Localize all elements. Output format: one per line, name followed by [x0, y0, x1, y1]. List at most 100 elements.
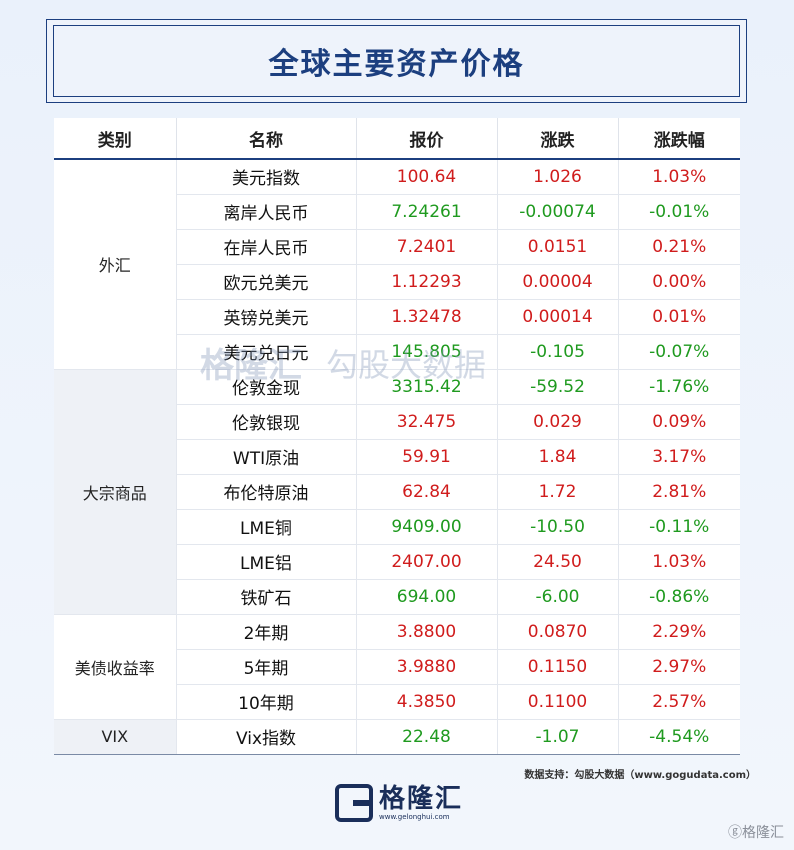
change-pct-cell: 0.09%: [618, 404, 740, 440]
name-cell: 伦敦银现: [176, 404, 357, 440]
name-cell: LME铜: [176, 509, 357, 545]
title-frame: 全球主要资产价格: [46, 19, 747, 103]
logo-name: 格隆汇: [379, 784, 464, 814]
price-cell: 3.8800: [356, 614, 498, 650]
change-pct-cell: 3.17%: [618, 439, 740, 475]
change-cell: 0.1150: [497, 649, 619, 685]
table-row: 伦敦银现 32.475 0.029 0.09%: [54, 404, 740, 440]
change-pct-cell: -0.07%: [618, 334, 740, 370]
price-cell: 3315.42: [356, 369, 498, 405]
change-pct-cell: -1.76%: [618, 369, 740, 405]
table-row: 铁矿石 694.00 -6.00 -0.86%: [54, 579, 740, 615]
corner-watermark: ⓖ格隆汇: [728, 825, 784, 841]
change-cell: 0.029: [497, 404, 619, 440]
name-cell: 5年期: [176, 649, 357, 685]
table-row: 欧元兑美元 1.12293 0.00004 0.00%: [54, 264, 740, 300]
change-cell: -1.07: [497, 719, 619, 755]
price-cell: 9409.00: [356, 509, 498, 545]
name-cell: 欧元兑美元: [176, 264, 357, 300]
table-row: VIX Vix指数 22.48 -1.07 -4.54%: [54, 719, 740, 755]
header-name: 名称: [176, 118, 357, 160]
price-cell: 2407.00: [356, 544, 498, 580]
change-pct-cell: 1.03%: [618, 159, 740, 195]
price-cell: 59.91: [356, 439, 498, 475]
logo-url: www.gelonghui.com: [379, 813, 450, 821]
change-pct-cell: -4.54%: [618, 719, 740, 755]
price-cell: 7.2401: [356, 229, 498, 265]
change-cell: -6.00: [497, 579, 619, 615]
price-cell: 1.32478: [356, 299, 498, 335]
change-pct-cell: -0.11%: [618, 509, 740, 545]
header-change-pct: 涨跌幅: [618, 118, 740, 160]
name-cell: 10年期: [176, 684, 357, 720]
name-cell: 铁矿石: [176, 579, 357, 615]
table-row: 布伦特原油 62.84 1.72 2.81%: [54, 474, 740, 510]
change-cell: 1.84: [497, 439, 619, 475]
change-pct-cell: 2.81%: [618, 474, 740, 510]
change-cell: 1.72: [497, 474, 619, 510]
table-row: 美债收益率 2年期 3.8800 0.0870 2.29%: [54, 614, 740, 720]
price-cell: 100.64: [356, 159, 498, 195]
asset-price-table: 类别 名称 报价 涨跌 涨跌幅 外汇 美元指数 100.64 1.026 1.03% 离岸…: [54, 118, 740, 755]
price-cell: 62.84: [356, 474, 498, 510]
category-cell: 美债收益率: [54, 614, 177, 720]
change-pct-cell: 2.57%: [618, 684, 740, 720]
name-cell: Vix指数: [176, 719, 357, 755]
data-source-note: 数据支持：勾股大数据（www.gogudata.com）: [524, 770, 756, 781]
table-row: 大宗商品 伦敦金现 3315.42 -59.52 -1.76%: [54, 369, 740, 615]
table-row: 外汇 美元指数 100.64 1.026 1.03%: [54, 159, 740, 370]
gelonghui-logo-icon: [335, 784, 373, 822]
price-cell: 145.805: [356, 334, 498, 370]
change-pct-cell: 0.00%: [618, 264, 740, 300]
change-cell: -0.00074: [497, 194, 619, 230]
price-cell: 32.475: [356, 404, 498, 440]
table-row: 5年期 3.9880 0.1150 2.97%: [54, 649, 740, 685]
price-cell: 22.48: [356, 719, 498, 755]
footer-logo: 格隆汇 www.gelonghui.com: [335, 784, 463, 822]
change-cell: 0.00014: [497, 299, 619, 335]
change-pct-cell: 0.01%: [618, 299, 740, 335]
change-pct-cell: 2.29%: [618, 614, 740, 650]
header-price: 报价: [356, 118, 498, 160]
table-row: 美元兑日元 145.805 -0.105 -0.07%: [54, 334, 740, 370]
change-pct-cell: 0.21%: [618, 229, 740, 265]
table-row: WTI原油 59.91 1.84 3.17%: [54, 439, 740, 475]
change-pct-cell: -0.01%: [618, 194, 740, 230]
table-row: 英镑兑美元 1.32478 0.00014 0.01%: [54, 299, 740, 335]
change-cell: 0.1100: [497, 684, 619, 720]
change-pct-cell: 2.97%: [618, 649, 740, 685]
category-cell: VIX: [54, 719, 177, 755]
name-cell: 美元兑日元: [176, 334, 357, 370]
name-cell: 在岸人民币: [176, 229, 357, 265]
price-cell: 3.9880: [356, 649, 498, 685]
name-cell: 布伦特原油: [176, 474, 357, 510]
change-cell: 0.00004: [497, 264, 619, 300]
table-row: 离岸人民币 7.24261 -0.00074 -0.01%: [54, 194, 740, 230]
price-cell: 1.12293: [356, 264, 498, 300]
name-cell: WTI原油: [176, 439, 357, 475]
change-cell: 0.0151: [497, 229, 619, 265]
change-cell: -59.52: [497, 369, 619, 405]
change-pct-cell: 1.03%: [618, 544, 740, 580]
name-cell: 美元指数: [176, 159, 357, 195]
change-cell: -0.105: [497, 334, 619, 370]
title-inner-frame: 全球主要资产价格: [53, 25, 740, 97]
name-cell: 2年期: [176, 614, 357, 650]
table-row: 在岸人民币 7.2401 0.0151 0.21%: [54, 229, 740, 265]
change-cell: 0.0870: [497, 614, 619, 650]
price-cell: 4.3850: [356, 684, 498, 720]
name-cell: LME铝: [176, 544, 357, 580]
change-cell: 24.50: [497, 544, 619, 580]
category-cell: 外汇: [54, 159, 177, 370]
table-row: LME铝 2407.00 24.50 1.03%: [54, 544, 740, 580]
table-body: 外汇 美元指数 100.64 1.026 1.03% 离岸人民币 7.24261 -0.000…: [54, 159, 740, 755]
name-cell: 伦敦金现: [176, 369, 357, 405]
table-header-row: 类别 名称 报价 涨跌 涨跌幅: [54, 118, 740, 160]
change-cell: -10.50: [497, 509, 619, 545]
price-cell: 694.00: [356, 579, 498, 615]
change-pct-cell: -0.86%: [618, 579, 740, 615]
name-cell: 英镑兑美元: [176, 299, 357, 335]
change-cell: 1.026: [497, 159, 619, 195]
table-row: 10年期 4.3850 0.1100 2.57%: [54, 684, 740, 720]
table-row: LME铜 9409.00 -10.50 -0.11%: [54, 509, 740, 545]
